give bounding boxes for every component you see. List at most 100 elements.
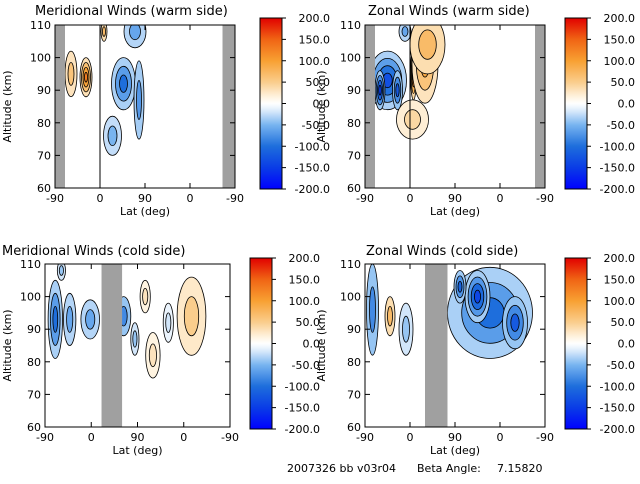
x-tick-label: 0 xyxy=(88,431,95,444)
contour-level xyxy=(378,84,382,96)
colorbar-tick-label: 50.0 xyxy=(306,76,331,89)
colorbar-tick-label: 50.0 xyxy=(296,316,321,329)
x-tick-label: 0 xyxy=(180,431,187,444)
contour-level xyxy=(67,62,75,86)
x-tick-label: -90 xyxy=(36,431,54,444)
colorbar-tick-label: 50.0 xyxy=(611,76,636,89)
data-gap xyxy=(535,25,545,188)
colorbar-tick-label: 100.0 xyxy=(299,55,331,68)
contour-level xyxy=(119,74,128,93)
colorbar-tick-label: 0.0 xyxy=(303,338,321,351)
y-tick-label: 60 xyxy=(347,182,361,195)
y-axis-label: Altitude (km) xyxy=(1,309,14,381)
chart-title: Meridional Winds (cold side) xyxy=(2,244,185,259)
contour-level xyxy=(510,313,520,332)
contour-level xyxy=(58,265,64,276)
colorbar-tick-label: 200.0 xyxy=(604,12,636,25)
x-tick-label: -90 xyxy=(536,192,554,205)
contour-level xyxy=(418,29,437,60)
colorbar: 200.0 150.0 100.0 50.0 0.0 -50.0 -100.0 -150.0 -… xyxy=(564,252,636,436)
colorbar-tick-label: -150.0 xyxy=(285,402,320,415)
colorbar: 200.0 150.0 100.0 50.0 0.0 -50.0 -100.0 -150.0 -… xyxy=(259,12,331,196)
plot-area xyxy=(55,25,235,188)
x-tick-label: -90 xyxy=(356,192,374,205)
x-tick-label: 90 xyxy=(138,192,152,205)
y-tick-label: 70 xyxy=(347,388,361,401)
x-axis-label: Lat (deg) xyxy=(430,205,480,218)
colorbar-bar xyxy=(259,17,283,190)
contour-level xyxy=(402,315,410,343)
colorbar-tick-label: 150.0 xyxy=(604,33,636,46)
y-axis-label: Altitude (km) xyxy=(315,70,328,142)
y-axis-label: Altitude (km) xyxy=(1,70,14,142)
colorbar-tick-label: -50.0 xyxy=(292,359,320,372)
y-tick-label: 100 xyxy=(340,52,361,65)
contour-level xyxy=(85,309,96,330)
colorbar: 200.0 150.0 100.0 50.0 0.0 -50.0 -100.0 -150.0 -… xyxy=(249,252,321,436)
chart-title: Meridional Winds (warm side) xyxy=(35,4,228,19)
colorbar: 200.0 150.0 100.0 50.0 0.0 -50.0 -100.0 -150.0 -… xyxy=(564,12,636,196)
x-axis-label: Lat (deg) xyxy=(113,444,163,457)
colorbar-tick-label: -100.0 xyxy=(600,380,635,393)
x-tick-label: 0 xyxy=(497,431,504,444)
y-tick-label: 100 xyxy=(20,291,41,304)
x-tick-label: 0 xyxy=(407,192,414,205)
data-gap xyxy=(365,25,375,188)
contour-level xyxy=(369,286,376,333)
contour-level xyxy=(66,305,74,333)
colorbar-tick-label: -150.0 xyxy=(600,402,635,415)
y-tick-label: 110 xyxy=(20,258,41,271)
contour-level xyxy=(457,280,463,293)
colorbar-tick-label: -200.0 xyxy=(285,423,320,436)
colorbar-tick-label: 150.0 xyxy=(604,273,636,286)
y-tick-label: 90 xyxy=(37,84,51,97)
footer: 2007326 bb v03r04 Beta Angle: 7.15820 xyxy=(287,462,543,475)
colorbar-tick-label: 100.0 xyxy=(604,295,636,308)
y-tick-label: 70 xyxy=(347,149,361,162)
x-axis-label: Lat (deg) xyxy=(430,444,480,457)
x-tick-label: 90 xyxy=(448,431,462,444)
colorbar-tick-label: 200.0 xyxy=(299,12,331,25)
footer-beta-label: Beta Angle: xyxy=(417,462,481,475)
colorbar-tick-label: -200.0 xyxy=(295,183,330,196)
contour-level xyxy=(148,343,157,368)
y-axis-label: Altitude (km) xyxy=(315,309,328,381)
colorbar-tick-label: -150.0 xyxy=(295,162,330,175)
colorbar-tick-label: 0.0 xyxy=(313,98,331,111)
plot-area xyxy=(47,264,207,427)
contour-level xyxy=(404,109,421,130)
x-tick-label: 0 xyxy=(407,431,414,444)
contour-level xyxy=(107,125,118,147)
x-axis-label: Lat (deg) xyxy=(120,205,170,218)
colorbar-tick-label: 200.0 xyxy=(604,252,636,265)
contour-level xyxy=(473,289,481,304)
contour-level xyxy=(387,306,393,327)
colorbar-tick-label: 100.0 xyxy=(604,55,636,68)
colorbar-tick-label: 200.0 xyxy=(289,252,321,265)
contour-level xyxy=(132,330,138,348)
x-tick-label: -90 xyxy=(46,192,64,205)
data-gap xyxy=(222,25,235,188)
data-gap xyxy=(55,25,65,188)
contour-level xyxy=(142,287,149,306)
colorbar-tick-label: 0.0 xyxy=(618,98,636,111)
colorbar-tick-label: -100.0 xyxy=(295,140,330,153)
y-tick-label: 60 xyxy=(27,421,41,434)
plot-area xyxy=(366,264,533,427)
colorbar-tick-label: -150.0 xyxy=(600,162,635,175)
colorbar-tick-label: 0.0 xyxy=(618,338,636,351)
x-tick-label: 0 xyxy=(497,192,504,205)
contour-level xyxy=(52,305,59,333)
footer-beta-value: 7.15820 xyxy=(497,462,543,475)
contour-level xyxy=(395,83,400,98)
contour-level xyxy=(102,26,106,37)
contour-level xyxy=(129,25,141,41)
chart-title: Zonal Winds (cold side) xyxy=(366,244,518,259)
colorbar-tick-label: -50.0 xyxy=(302,119,330,132)
x-tick-label: 90 xyxy=(448,192,462,205)
colorbar-bar xyxy=(249,257,273,430)
colorbar-tick-label: -50.0 xyxy=(607,359,635,372)
